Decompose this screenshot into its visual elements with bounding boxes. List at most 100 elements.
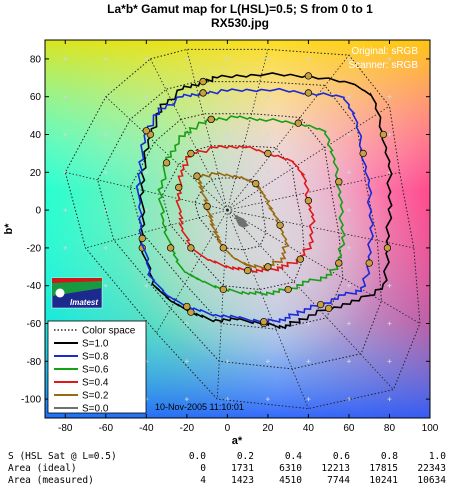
grid-plus-marker	[144, 208, 149, 213]
grid-plus-marker	[63, 94, 68, 99]
x-tick-label: 20	[262, 423, 274, 434]
grid-plus-marker	[265, 56, 270, 61]
grid-plus-marker	[346, 245, 351, 250]
x-axis-label: a*	[232, 435, 243, 447]
stats-row-label: S (HSL Sat @ L=0.5)	[8, 451, 117, 462]
grid-plus-marker	[346, 132, 351, 137]
chart-title: La*b* Gamut map for L(HSL)=0.5; S from 0…	[107, 2, 373, 16]
x-tick-label: 100	[422, 423, 439, 434]
series-line-10	[139, 72, 393, 330]
series-point	[183, 302, 191, 311]
legend: Color space S=1.0 S=0.8 S=0.6 S=0.4 S=0.2 S=0.…	[47, 320, 147, 415]
grid-plus-marker	[306, 170, 311, 175]
series-point	[335, 259, 343, 267]
y-tick-label: -80	[27, 357, 42, 368]
color-space-spoke	[216, 210, 228, 400]
grid-plus-marker	[144, 56, 149, 61]
grid-plus-marker	[184, 321, 189, 326]
color-space-spoke	[227, 54, 350, 211]
x-tick-label: -40	[139, 423, 154, 434]
x-tick-label: 40	[303, 423, 315, 434]
stats-cell: 7744	[327, 475, 350, 486]
grid-plus-marker	[184, 397, 189, 402]
y-tick-label: -20	[27, 243, 42, 254]
grid-plus-marker	[346, 359, 351, 364]
grid-plus-marker	[306, 56, 311, 61]
stats-cell: 0	[200, 463, 206, 474]
grid-plus-marker	[306, 132, 311, 137]
series-point	[187, 149, 195, 158]
legend-label: S=1.0	[82, 339, 109, 350]
logo-text: Imatest	[70, 298, 98, 307]
grid-plus-marker	[387, 56, 392, 61]
grid-plus-marker	[103, 283, 108, 288]
series-point	[316, 300, 325, 309]
series-point	[359, 149, 367, 158]
series-point	[335, 178, 343, 186]
grid-plus-marker	[63, 245, 68, 250]
grid-plus-marker	[144, 283, 149, 288]
color-space-ring	[97, 81, 382, 370]
original-space-label: Original: sRGB	[351, 46, 418, 57]
plot-area	[45, 40, 430, 418]
grid-plus-marker	[184, 359, 189, 364]
grid-plus-marker	[387, 94, 392, 99]
grid-plus-marker	[346, 283, 351, 288]
y-tick-label: 60	[30, 92, 42, 103]
legend-box	[47, 320, 147, 414]
series-point	[175, 183, 183, 192]
legend-label: S=0.4	[82, 378, 109, 389]
y-tick-label: -60	[27, 319, 42, 330]
y-tick-label: 40	[30, 130, 42, 141]
y-tick-label: 20	[30, 168, 42, 179]
grid-plus-marker	[265, 170, 270, 175]
grid-plus-marker	[387, 132, 392, 137]
grid-plus-marker	[63, 132, 68, 137]
series-point	[219, 285, 227, 294]
grid-plus-marker	[63, 56, 68, 61]
grid-plus-marker	[346, 208, 351, 213]
legend-label: S=0.8	[82, 352, 109, 363]
series-point	[193, 172, 201, 180]
chart-subtitle: RX530.jpg	[211, 16, 269, 30]
x-tick-label: 0	[225, 423, 231, 434]
stats-row-label: Area (measured)	[8, 475, 94, 486]
grid-plus-marker	[265, 94, 270, 99]
grid-plus-marker	[184, 208, 189, 213]
series-point	[219, 244, 227, 252]
grid-plus-marker	[103, 170, 108, 175]
series-point	[187, 244, 195, 252]
series-point	[383, 244, 392, 252]
stats-cell: 12213	[321, 463, 350, 474]
y-tick-label: -100	[21, 395, 41, 406]
stats-cell: 4510	[279, 475, 302, 486]
color-space-spoke	[227, 171, 400, 211]
logo-globe-icon	[55, 288, 65, 298]
grid-plus-marker	[346, 94, 351, 99]
date-stamp: 10-Nov-2005 11:10:01	[155, 402, 244, 412]
series-point	[296, 255, 304, 263]
stats-cell: 17815	[369, 463, 398, 474]
x-tick-label: -60	[99, 423, 114, 434]
y-tick-label: -40	[27, 281, 42, 292]
color-space-spoke	[227, 209, 394, 390]
color-space-spoke	[227, 209, 414, 249]
grid-plus-marker	[387, 283, 392, 288]
stats-row: Area (ideal) 0 1731 6310 12213 17815 22343	[8, 463, 448, 475]
series-point	[199, 89, 207, 97]
grid-plus-marker	[306, 283, 311, 288]
series-line-04	[175, 144, 316, 274]
grid-plus-marker	[144, 94, 149, 99]
series-point	[304, 196, 313, 205]
color-space-spoke	[150, 58, 228, 211]
stats-cell: 6310	[279, 463, 302, 474]
series-point	[142, 127, 150, 135]
grid-plus-marker	[225, 132, 230, 137]
legend-entries: Color space S=1.0 S=0.8 S=0.6 S=0.4 S=0.2 S=0.…	[54, 326, 136, 415]
grid-plus-marker	[103, 56, 108, 61]
x-tick-label: -20	[180, 423, 195, 434]
series-s00-blob	[234, 214, 249, 228]
grid-plus-marker	[103, 132, 108, 137]
legend-label: S=0.2	[82, 391, 109, 402]
grid-plus-marker	[265, 397, 270, 402]
